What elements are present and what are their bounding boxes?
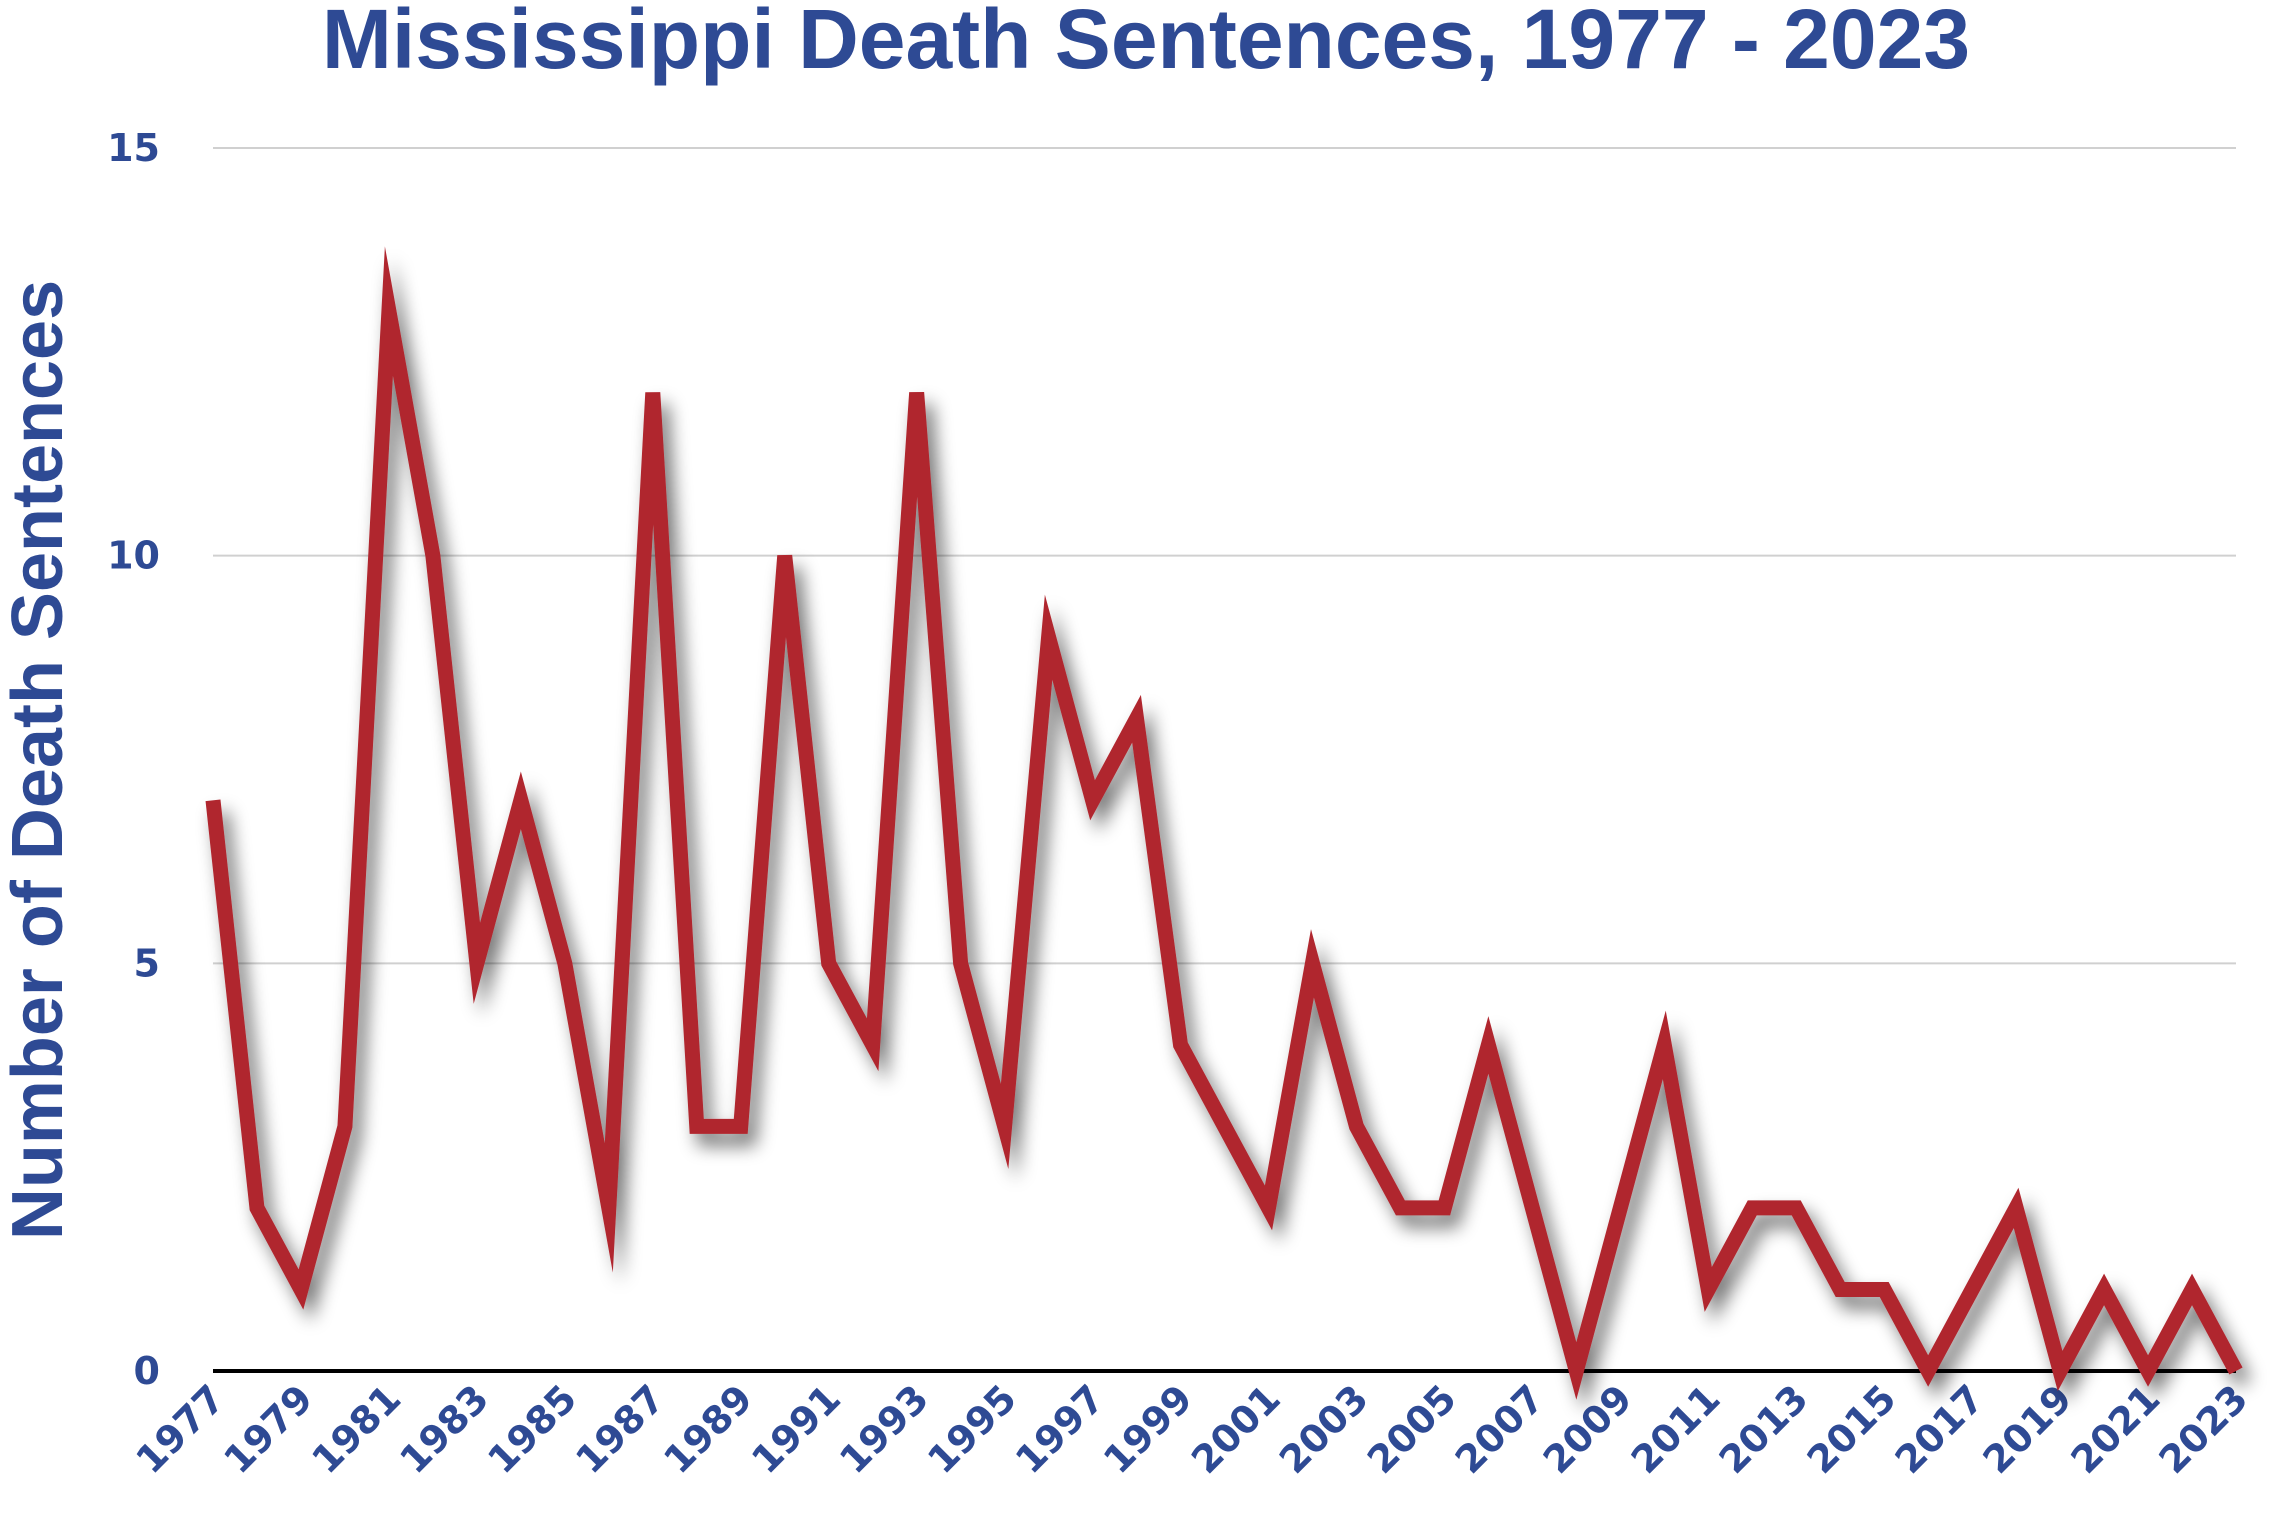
chart-title: Mississippi Death Sentences, 1977 - 2023 <box>322 0 1970 86</box>
y-axis-label: Number of Death Sentences <box>0 280 78 1240</box>
y-tick-label: 10 <box>107 534 160 578</box>
x-tick-label: 1987 <box>567 1376 673 1482</box>
x-tick-label: 1995 <box>919 1376 1025 1482</box>
x-tick-label: 1981 <box>303 1376 409 1482</box>
x-tick-label: 1983 <box>391 1376 497 1482</box>
x-tick-label: 2005 <box>1359 1376 1465 1482</box>
y-tick-label: 0 <box>134 1349 160 1393</box>
x-tick-label: 2007 <box>1447 1376 1553 1482</box>
x-tick-label: 2023 <box>2150 1376 2256 1482</box>
x-tick-label: 2015 <box>1799 1376 1905 1482</box>
x-tick-label: 2021 <box>2063 1376 2169 1482</box>
x-tick-label: 1985 <box>479 1376 585 1482</box>
x-tick-label: 1993 <box>831 1376 937 1482</box>
x-tick-label: 2019 <box>1975 1376 2081 1482</box>
x-tick-label: 2017 <box>1887 1376 1993 1482</box>
x-tick-label: 1997 <box>1007 1376 1113 1482</box>
x-tick-label: 2001 <box>1183 1376 1289 1482</box>
x-tick-label: 1989 <box>655 1376 761 1482</box>
x-tick-label: 2003 <box>1271 1376 1377 1482</box>
x-tick-label: 1991 <box>743 1376 849 1482</box>
y-tick-label: 15 <box>107 126 160 170</box>
y-tick-label: 5 <box>134 941 160 985</box>
x-tick-label: 2009 <box>1535 1376 1641 1482</box>
x-tick-label: 1999 <box>1095 1376 1201 1482</box>
x-tick-label: 2013 <box>1711 1376 1817 1482</box>
x-tick-label: 2011 <box>1623 1376 1729 1482</box>
data-line <box>205 246 2243 1400</box>
x-tick-label: 1979 <box>215 1376 321 1482</box>
